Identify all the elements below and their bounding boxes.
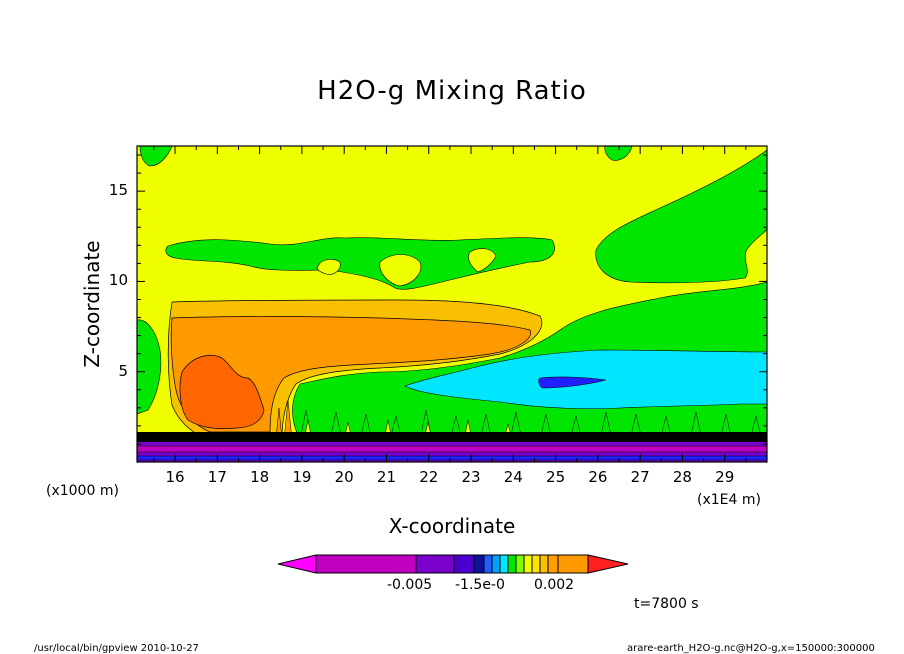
- region-surface-band: [137, 432, 767, 442]
- colorbar-seg-1: [315, 554, 417, 574]
- x-tick-label: 24: [503, 468, 523, 486]
- region-yellow-hole-1: [317, 259, 341, 275]
- x-axis-label: X-coordinate: [388, 514, 516, 538]
- footer-right: arare-earth_H2O-g.nc@H2O-g,x=150000:3000…: [627, 643, 875, 654]
- colorbar-seg-14: [557, 554, 589, 574]
- colorbar-seg-9: [515, 554, 525, 574]
- region-magenta-strata: [137, 445, 767, 453]
- x-tick-label: 16: [165, 468, 185, 486]
- footer-left: /usr/local/bin/gpview 2010-10-27: [34, 643, 199, 654]
- colorbar-seg-6: [491, 554, 501, 574]
- region-green-left-band: [137, 319, 162, 415]
- x-tick-label: 19: [292, 468, 312, 486]
- x-unit-left: (x1000 m): [46, 483, 119, 499]
- colorbar-left-arrow: [277, 554, 317, 574]
- y-tick-label: 5: [118, 361, 128, 380]
- region-blue-streak: [538, 376, 607, 389]
- x-tick-label: 27: [630, 468, 650, 486]
- colorbar-seg-3: [453, 554, 475, 574]
- region-red-orange-core: [179, 355, 265, 430]
- region-blue-strata: [137, 455, 767, 461]
- y-tick-label: 10: [108, 271, 128, 290]
- chart-title: H2O-g Mixing Ratio: [317, 76, 587, 106]
- region-yellow-hole-3: [468, 248, 497, 273]
- y-tick-label: 15: [108, 181, 128, 200]
- colorbar-label-2: -1.5e-0: [455, 577, 505, 593]
- colorbar-label-3: 0.002: [534, 577, 575, 593]
- region-green-upper-right: [595, 149, 767, 284]
- colorbar-seg-11: [531, 554, 541, 574]
- x-unit-right: (x1E4 m): [697, 492, 761, 508]
- colorbar-seg-12: [539, 554, 549, 574]
- x-tick-label: 18: [250, 468, 270, 486]
- x-tick-label: 21: [376, 468, 396, 486]
- time-label: t=7800 s: [634, 596, 699, 612]
- colorbar-seg-2: [415, 554, 455, 574]
- colorbar: [277, 554, 629, 574]
- x-tick-label: 26: [588, 468, 608, 486]
- plot-frame: [136, 145, 768, 463]
- colorbar-seg-7: [499, 554, 509, 574]
- colorbar-seg-10: [523, 554, 533, 574]
- colorbar-seg-4: [473, 554, 485, 574]
- contour-field: [137, 146, 767, 462]
- colorbar-seg-5: [483, 554, 493, 574]
- region-green-top-left: [139, 146, 173, 167]
- tick-marks: [137, 146, 767, 462]
- x-tick-label: 22: [419, 468, 439, 486]
- x-tick-label: 17: [207, 468, 227, 486]
- colorbar-seg-13: [547, 554, 559, 574]
- x-tick-label: 20: [334, 468, 354, 486]
- x-tick-label: 28: [672, 468, 692, 486]
- region-green-band-12: [165, 237, 555, 290]
- region-yellow-hole-2: [379, 254, 422, 287]
- region-green-top-mid: [604, 146, 633, 161]
- x-tick-label: 29: [715, 468, 735, 486]
- colorbar-right-arrow: [587, 554, 629, 574]
- colorbar-label-1: -0.005: [387, 577, 433, 593]
- x-tick-label: 25: [546, 468, 566, 486]
- colorbar-seg-8: [507, 554, 517, 574]
- x-tick-label: 23: [461, 468, 481, 486]
